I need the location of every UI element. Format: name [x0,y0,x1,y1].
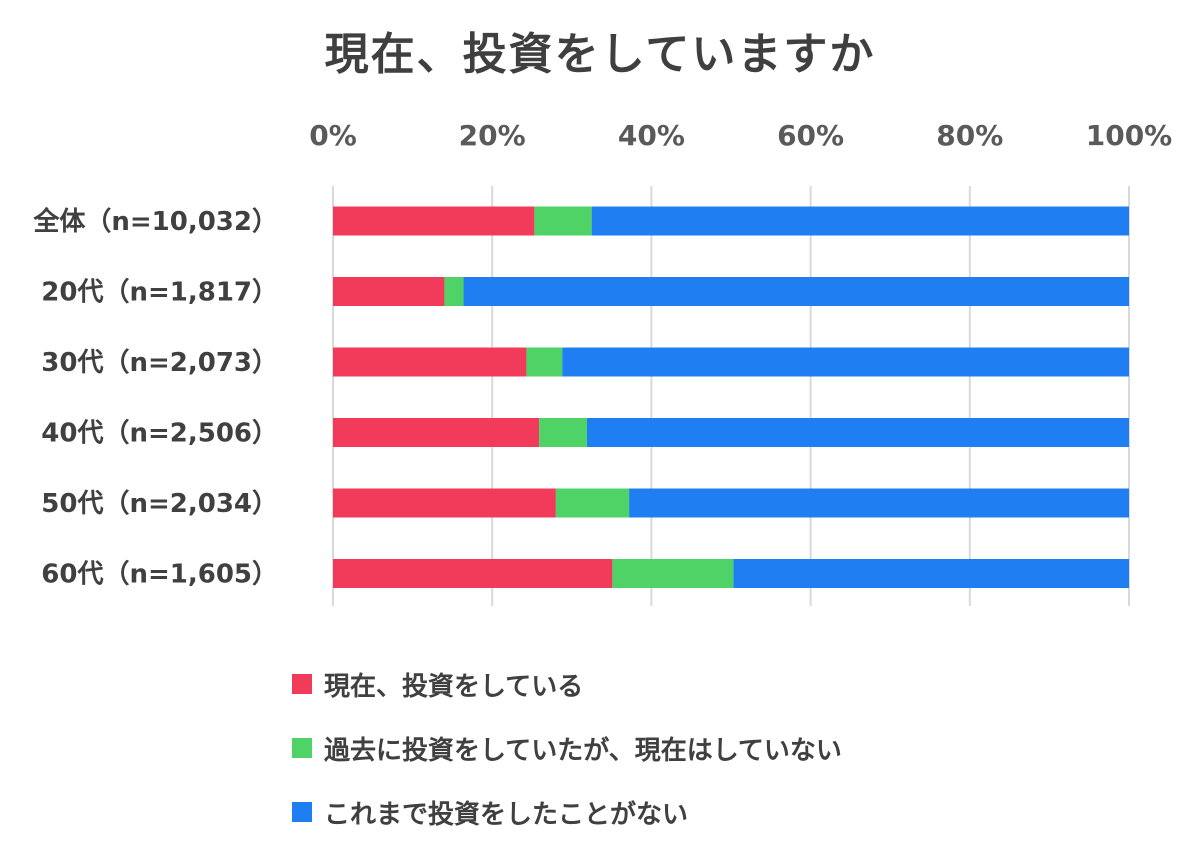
bar-segment [733,559,1129,588]
bar-segment [333,277,445,306]
bar-segment [463,277,1129,306]
x-tick-label: 40% [618,119,685,152]
bar-segment [562,347,1129,377]
legend-label: これまで投資をしたことがない [324,799,689,830]
category-label: 30代（n=2,073） [41,348,278,378]
x-tick-label: 0% [309,119,357,152]
bar-segment [555,488,630,518]
x-tick-label: 20% [459,119,526,152]
bar-segment [333,488,556,518]
bar-segment [333,347,527,377]
category-label: 全体（n=10,032） [32,206,278,237]
bar-segment [333,559,613,588]
chart-title: 現在、投資をしていますか [324,29,876,80]
bar-segment [333,418,540,447]
x-tick-label: 60% [777,119,844,152]
category-label: 50代（n=2,034） [41,489,278,519]
bar-segment [629,488,1129,518]
category-label: 40代（n=2,506） [41,419,278,449]
bar-segment [534,206,592,236]
legend-swatch [292,802,312,822]
category-label: 20代（n=1,817） [41,278,278,308]
legend-item: これまで投資をしたことがない [292,780,842,844]
bar-segment [333,206,535,236]
legend-swatch [292,674,312,694]
bar-segment [526,347,563,377]
bar-segment [612,559,734,588]
bar-segment [444,277,464,306]
x-tick-label: 80% [936,119,1003,152]
legend-item: 現在、投資をしている [292,652,842,716]
bar-segment [591,206,1129,236]
legend-item: 過去に投資をしていたが、現在はしていない [292,716,842,780]
bar-segment [539,418,587,447]
legend-label: 現在、投資をしている [324,671,584,702]
legend-label: 過去に投資をしていたが、現在はしていない [324,735,842,766]
x-tick-label: 100% [1086,119,1173,152]
category-label: 60代（n=1,605） [41,560,278,590]
legend-swatch [292,738,312,758]
legend: 現在、投資をしている 過去に投資をしていたが、現在はしていない これまで投資をし… [292,652,842,844]
bar-segment [586,418,1129,447]
